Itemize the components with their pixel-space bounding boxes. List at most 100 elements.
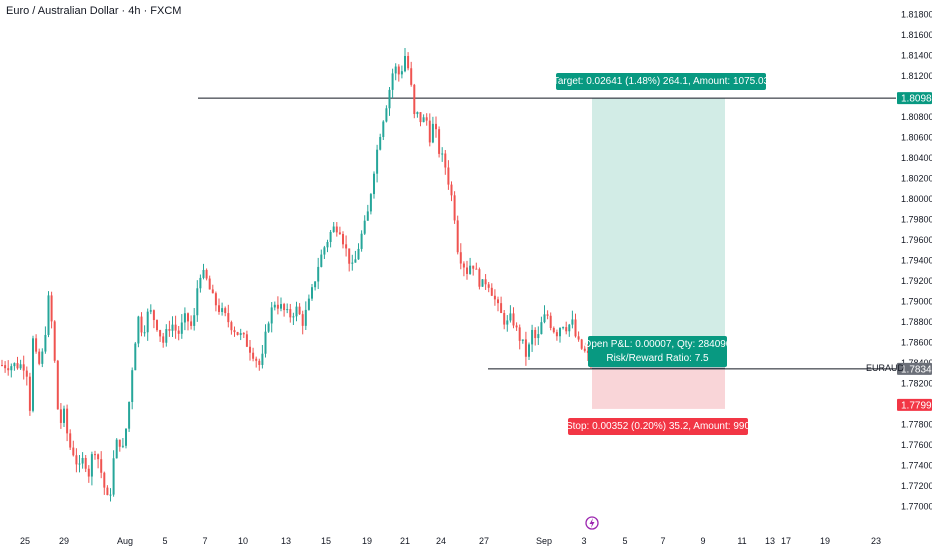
candle [317,266,320,282]
candle [506,320,509,325]
x-tick-label: 15 [321,536,331,546]
x-tick-label: 24 [436,536,446,546]
y-tick-label: 1.77600 [901,440,932,450]
candle [162,336,165,343]
candle [32,338,34,411]
candle [583,348,586,351]
candle [369,194,372,212]
candle [320,254,323,267]
x-tick-label: 13 [765,536,775,546]
candle [503,312,506,325]
x-tick-label: 5 [622,536,627,546]
y-tick-label: 1.80200 [901,174,932,184]
y-tick-label: 1.78200 [901,379,932,389]
candle [286,309,289,311]
candle [580,339,583,349]
candle [177,330,180,334]
candle [543,314,546,323]
candle [4,365,7,369]
candle [81,457,84,464]
candle [84,457,87,469]
candle [168,329,171,331]
stop-price-tag-label: 1.77991 [901,400,932,411]
x-tick-label: 13 [281,536,291,546]
candle [255,358,258,361]
candle [25,370,28,377]
candle [258,360,261,365]
candle [90,454,93,477]
candle [205,269,208,279]
candle [180,322,183,334]
y-tick-label: 1.80600 [901,133,932,143]
candle [351,262,354,264]
candle [413,84,416,115]
pnl-annotation-text: Open P&L: 0.00007, Qty: 284090 [584,339,732,350]
candle [109,494,112,496]
candle [416,112,419,115]
x-tick-label: 19 [362,536,372,546]
candle [211,289,214,294]
candle [388,89,391,109]
candle [125,428,127,446]
candle [493,295,496,300]
lightning-icon[interactable] [585,516,599,530]
candle [472,265,475,269]
candle [373,173,375,195]
candle [208,278,211,290]
candle [363,220,366,234]
candle [87,468,90,477]
candle [360,233,363,249]
candle [478,269,481,287]
x-tick-label: 10 [238,536,248,546]
lightning-icon-glyph [589,518,595,528]
y-tick-label: 1.79000 [901,297,932,307]
y-tick-label: 1.78600 [901,338,932,348]
x-tick-label: Sep [536,536,552,546]
candle [559,328,561,337]
candle [531,329,534,345]
candle [441,153,444,155]
candle [156,320,158,331]
candle [13,363,16,367]
candle [267,323,270,332]
x-tick-label: 11 [737,536,746,546]
y-tick-label: 1.77000 [901,502,932,512]
candle [515,325,518,328]
candle [131,370,134,402]
candle [354,259,357,263]
candle [273,304,276,308]
candle [574,319,577,337]
candle [518,327,521,341]
candle [552,327,555,333]
candle [435,123,437,130]
candle [38,351,41,364]
candle [391,73,394,90]
candle [149,310,152,312]
candle [366,211,369,221]
candle [7,368,10,371]
candle [66,408,69,434]
x-tick-label: 21 [400,536,410,546]
candle [174,324,177,331]
candle [59,409,62,423]
x-tick-label: 27 [479,536,489,546]
candle [295,306,298,317]
candle [537,334,540,339]
candle [577,336,580,340]
target-price-tag [897,92,932,105]
stop-annotation-box [568,418,748,435]
y-tick-label: 1.80800 [901,112,932,122]
candle [112,458,115,495]
x-tick-label: 7 [660,536,665,546]
candle [264,331,267,354]
candle [524,339,527,357]
candle [78,463,81,465]
candle [214,293,217,306]
symbol-label: EURAUD [866,363,905,373]
candle [586,350,589,353]
candle [50,295,53,322]
candle [261,353,264,365]
y-tick-label: 1.77200 [901,481,932,491]
y-tick-label: 1.79400 [901,256,932,266]
